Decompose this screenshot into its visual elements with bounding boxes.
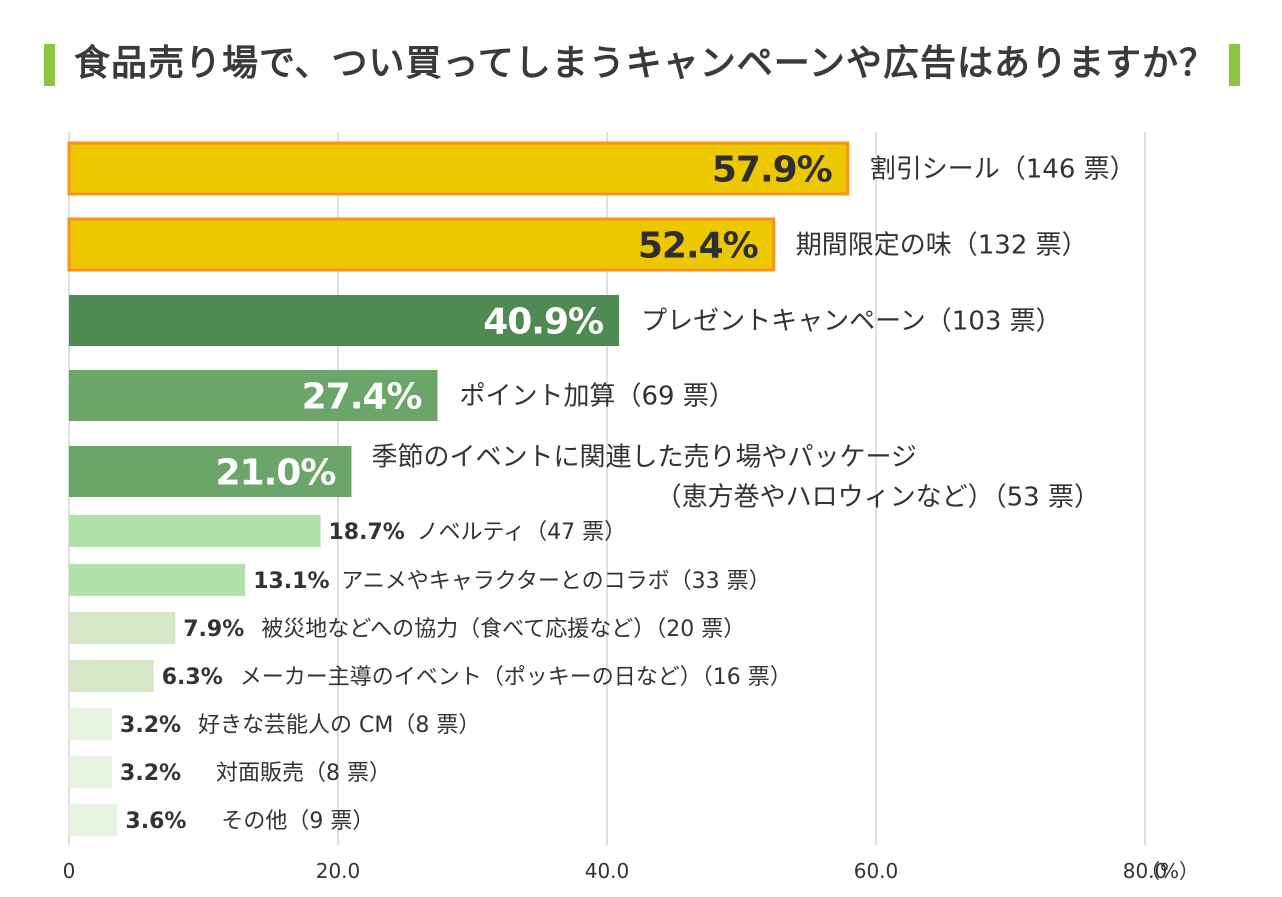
- bar-category-label-7: 被災地などへの協力（食べて応援など）（20 票）: [261, 617, 745, 642]
- bar-value-label-9: 3.2%: [120, 713, 181, 738]
- bar-10: [69, 756, 113, 788]
- title-accent-right: [1229, 44, 1240, 86]
- bar-category-label-11: その他（9 票）: [221, 809, 374, 834]
- bar-category-label-1: 期間限定の味（132 票）: [796, 231, 1088, 261]
- bar-11: [69, 804, 118, 836]
- bar-category-label-0: 割引シール（146 票）: [870, 155, 1136, 185]
- bar-7: [69, 612, 176, 644]
- bar-0: [67, 141, 850, 196]
- bar-value-label-10: 3.2%: [120, 761, 181, 786]
- bar-value-label-0: 57.9%: [712, 150, 832, 191]
- chart-title: 食品売り場で、つい買ってしまうキャンペーンや広告はありますか？: [74, 43, 1216, 84]
- bar-value-label-4: 21.0%: [216, 453, 336, 494]
- x-tick-label-0: 0: [63, 859, 76, 883]
- bar-value-label-6: 13.1%: [253, 569, 329, 594]
- bar-category-label-9: 好きな芸能人の CM（8 票）: [198, 713, 480, 738]
- bar-category-label-4-line2: （恵方巻やハロウィンなど）（53 票）: [656, 483, 1100, 513]
- x-tick-label-2: 40.0: [585, 859, 630, 883]
- bar-8: [69, 660, 154, 692]
- title-accent-left: [44, 44, 55, 86]
- x-tick-label-1: 20.0: [316, 859, 361, 883]
- x-axis-unit-label: （%）: [1140, 859, 1199, 883]
- bar-value-label-1: 52.4%: [638, 226, 758, 267]
- bar-category-label-5: ノベルティ（47 票）: [417, 520, 627, 545]
- bar-value-label-5: 18.7%: [329, 520, 405, 545]
- bar-value-label-3: 27.4%: [302, 377, 422, 418]
- bar-category-label-3: ポイント加算（69 票）: [460, 382, 735, 412]
- bar-1: [67, 217, 776, 272]
- bar-3: [69, 370, 438, 421]
- bar-category-label-2: プレゼントキャンペーン（103 票）: [641, 307, 1062, 337]
- bar-value-label-11: 3.6%: [125, 809, 186, 834]
- bar-category-label-8: メーカー主導のイベント（ポッキーの日など）（16 票）: [240, 665, 792, 690]
- bar-6: [69, 564, 246, 596]
- bar-value-label-2: 40.9%: [483, 302, 603, 343]
- bar-value-label-7: 7.9%: [183, 617, 244, 642]
- bar-category-label-10: 対面販売（8 票）: [216, 761, 391, 786]
- bar-value-label-8: 6.3%: [162, 665, 223, 690]
- x-tick-label-4: 80.0: [1123, 859, 1168, 883]
- bar-4: [69, 446, 352, 497]
- bar-5: [69, 515, 321, 547]
- x-tick-label-3: 60.0: [854, 859, 899, 883]
- bar-category-label-4: 季節のイベントに関連した売り場やパッケージ: [371, 443, 916, 473]
- bar-9: [69, 708, 113, 740]
- bar-category-label-6: アニメやキャラクターとのコラボ（33 票）: [341, 569, 770, 594]
- bar-2: [69, 295, 620, 346]
